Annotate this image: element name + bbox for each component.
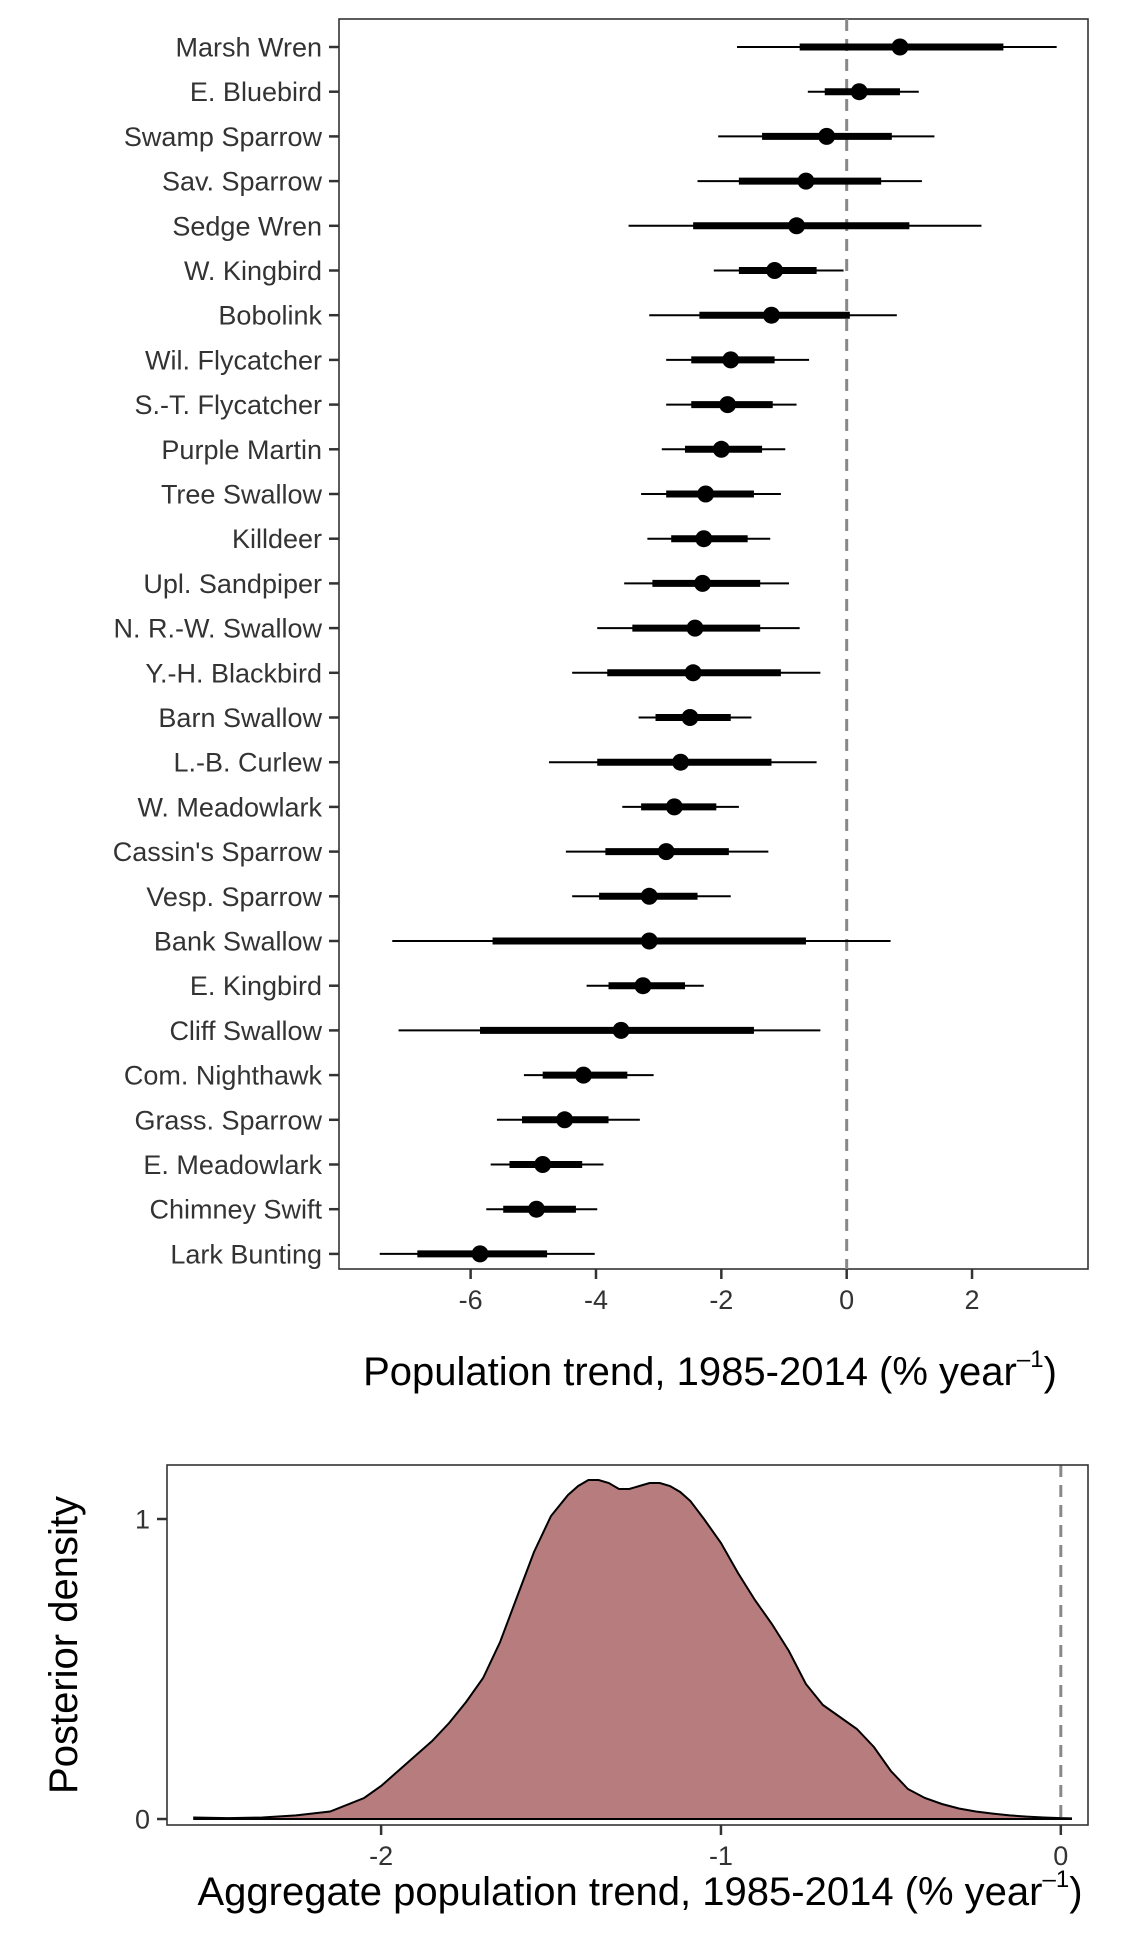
y-tick-label: Swamp Sparrow [124,122,323,152]
median-point [818,127,836,145]
y-tick-label: E. Kingbird [190,971,322,1001]
median-point [665,798,683,816]
median-point [766,262,784,279]
median-point [640,887,658,905]
x-tick-label: -4 [584,1285,608,1315]
median-point [672,753,690,771]
top-chart-species-trends: Marsh Wren E. Bluebird Swamp Sparrow Sav. S… [113,18,1089,1394]
median-point [719,396,737,414]
bottom-chart-aggregate-density: 01 -2 -1 0 Posterior density Aggregate pop… [42,1464,1089,1914]
median-point [694,574,712,592]
median-point [891,38,909,56]
y-tick-label: Wil. Flycatcher [145,345,322,375]
y-tick-label: Y.-H. Blackbird [145,658,322,688]
median-point [527,1200,545,1218]
y-tick-label: Vesp. Sparrow [146,882,322,912]
y-tick-label: Purple Martin [161,435,322,465]
median-point [686,619,704,637]
median-point [657,843,675,861]
y-tick-label: Cliff Swallow [169,1016,322,1046]
median-point [612,1021,630,1039]
median-point [762,306,780,324]
y-tick-label: Sav. Sparrow [162,167,323,197]
density-area [193,1479,1072,1820]
y-tick-label: Killdeer [232,524,322,554]
y-tick-label: Marsh Wren [175,33,322,63]
top-interval-marks [379,38,1057,1263]
y-tick-label: Lark Bunting [170,1239,322,1269]
bottom-panel-border [166,1464,1089,1826]
y-tick-label: Bobolink [218,301,322,331]
y-tick-label: W. Kingbird [184,256,322,286]
y-tick-label: W. Meadowlark [137,792,322,822]
median-point [850,83,868,101]
y-tick-label: Sedge Wren [172,211,322,241]
top-x-axis-title: Population trend, 1985-2014 (% year–1) [363,1346,1057,1394]
median-point [640,932,658,950]
median-point [634,977,652,995]
median-point [722,351,740,369]
y-tick-label: Bank Swallow [154,927,323,957]
y-tick-label: S.-T. Flycatcher [134,390,322,420]
y-tick-label: Upl. Sandpiper [143,569,322,599]
y-tick-label: Cassin's Sparrow [113,837,323,867]
median-point [797,172,815,190]
top-y-axis: Marsh Wren E. Bluebird Swamp Sparrow Sav. S… [113,33,339,1269]
y-tick-label: Tree Swallow [161,480,323,510]
y-tick-label: Barn Swallow [158,703,322,733]
median-point [574,1066,592,1084]
x-tick-label: 0 [1053,1841,1068,1871]
median-point [695,530,713,548]
y-tick-label: N. R.-W. Swallow [113,614,322,644]
median-point [697,485,715,503]
y-tick-label: E. Bluebird [190,77,322,107]
y-tick-label: Grass. Sparrow [134,1105,322,1135]
median-point [681,709,699,726]
median-point [534,1156,552,1173]
y-tick-label: 0 [135,1805,150,1835]
bottom-y-axis: 01 [135,1505,167,1835]
bottom-x-axis-title: Aggregate population trend, 1985-2014 (%… [197,1866,1082,1914]
median-point [684,664,702,682]
bottom-x-axis: -2 -1 0 [369,1825,1068,1871]
y-tick-label: Chimney Swift [149,1195,322,1225]
median-point [788,217,806,235]
y-tick-label: L.-B. Curlew [173,748,322,778]
x-tick-label: -1 [709,1841,733,1871]
median-point [712,440,730,458]
x-tick-label: -6 [459,1285,483,1315]
x-tick-label: -2 [709,1285,733,1315]
y-tick-label: Com. Nighthawk [124,1061,323,1091]
x-tick-label: -2 [369,1841,393,1871]
x-tick-label: 0 [839,1285,854,1315]
median-point [556,1111,574,1129]
bottom-y-axis-title: Posterior density [42,1496,86,1794]
top-x-axis: -6 -4 -2 0 2 [459,1269,980,1315]
top-panel-border [338,18,1089,1270]
median-point [471,1245,489,1263]
x-tick-label: 2 [965,1285,980,1315]
y-tick-label: 1 [135,1505,150,1535]
y-tick-label: E. Meadowlark [143,1150,322,1180]
